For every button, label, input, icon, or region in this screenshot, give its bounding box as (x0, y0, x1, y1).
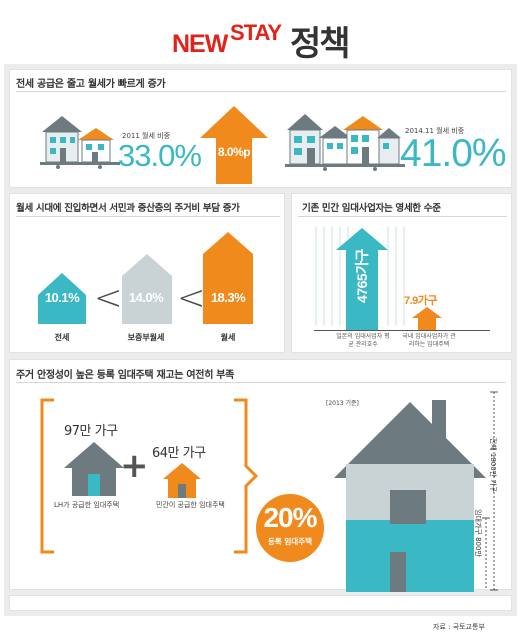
divider (298, 216, 507, 217)
source-note: 자료 : 국토교통부 (433, 623, 485, 631)
bar-value-jeonse: 10.1% (44, 290, 80, 305)
lh-house-icon (64, 442, 124, 496)
percent-value: 20% (263, 502, 317, 533)
lh-count: 97만 가구 (64, 424, 118, 439)
section-private-landlords-title: 기존 민간 임대사업자는 영세한 수준 (302, 203, 441, 214)
section-housing-burden-title: 월세 시대에 진입하면서 서민과 중산층의 주거비 부담 증가 (16, 203, 240, 214)
measure-lines (482, 391, 498, 591)
private-house-icon (163, 463, 201, 498)
bar-deposit-rent (122, 254, 172, 324)
section-registered-rentals-title: 주거 안정성이 높은 등록 임대주택 재고는 여전히 부족 (16, 370, 235, 381)
korea-value: 7.9가구 (404, 295, 438, 307)
section-rent-increase: 전세 공급은 줄고 월세가 빠르게 증가 2011 월세 비중 33.0% 8.… (9, 69, 512, 188)
section-rent-increase-title: 전세 공급은 줄고 월세가 빠르게 증가 (16, 79, 166, 90)
private-label: 민간이 공급한 임대주택 (156, 501, 225, 509)
bar-label-deposit-rent: 보증부월세 (127, 333, 165, 342)
percent-label: 등록 임대주택 (267, 537, 312, 546)
total-label: 전체 1800만 가구 (489, 437, 497, 493)
divider (16, 216, 280, 217)
baseline (314, 330, 490, 331)
year-note: [2013 기준] (326, 400, 359, 407)
title-policy: 정책 (290, 24, 351, 64)
bar-jeonse (38, 273, 86, 324)
left-bracket (40, 398, 54, 554)
label-2011: 2011 월세 비중 (122, 132, 171, 140)
korea-house-icon (412, 307, 442, 331)
value-2011: 33.0% (118, 138, 202, 173)
less-than-sign-1: < (94, 278, 123, 318)
bottom-strip (9, 595, 512, 611)
percent-circle (256, 494, 324, 562)
section-private-landlords: 기존 민간 임대사업자는 영세한 수준 4765가구 7.9가구 일본의 임대사… (291, 193, 512, 353)
private-count: 64만 가구 (152, 446, 206, 461)
divider (16, 91, 506, 92)
bar-value-monthly-rent: 18.3% (210, 290, 246, 305)
plus-sign: + (120, 446, 149, 486)
bar-value-deposit-rent: 14.0% (128, 290, 164, 305)
label-2014: 2014.11 월세 비중 (405, 127, 465, 135)
title-stay: STAY (230, 20, 282, 45)
japan-bar-arrow (336, 228, 388, 330)
title-new: NEW (172, 30, 228, 58)
burden-bar-chart (38, 232, 253, 324)
japan-caption: 일본의 임대사업자 평균 관리호수 (336, 333, 390, 348)
total-house-icon (334, 400, 486, 592)
section-housing-burden: 월세 시대에 진입하면서 서민과 중산층의 주거비 부담 증가 10.1% 14… (9, 193, 285, 353)
bar-monthly-rent (203, 232, 253, 324)
value-increase: 8.0%p (217, 145, 251, 159)
less-than-sign-2: < (177, 278, 206, 318)
rental-label: 임대가구 800만 (474, 509, 482, 557)
houses-2014-icon (285, 114, 405, 171)
bar-label-jeonse: 전세 (54, 333, 70, 342)
right-bracket (234, 398, 259, 554)
japan-value: 4765가구 (354, 249, 370, 303)
divider (16, 382, 506, 383)
value-2014: 41.0% (400, 132, 507, 175)
bar-label-monthly-rent: 월세 (220, 333, 236, 342)
section-registered-rentals: 주거 안정성이 높은 등록 임대주택 재고는 여전히 부족 97만 가구 LH가… (9, 359, 512, 592)
lh-label: LH가 공급한 임대주택 (54, 501, 120, 509)
increase-arrow-icon (200, 106, 268, 184)
houses-2011-icon (40, 116, 120, 169)
korea-caption: 국내 임대사업자가 관리하는 임대주택 (402, 333, 456, 348)
